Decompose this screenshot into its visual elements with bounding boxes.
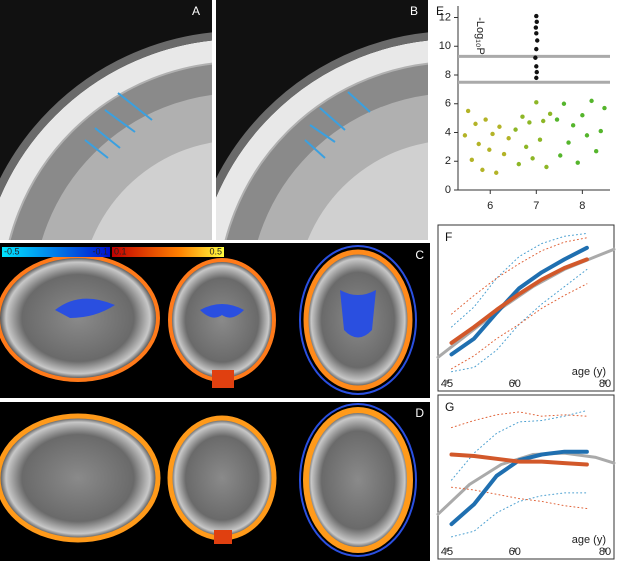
point (530, 156, 535, 161)
point (575, 160, 580, 165)
point (533, 25, 539, 30)
point (544, 164, 549, 170)
point (483, 117, 488, 122)
point (541, 118, 546, 124)
point (534, 19, 539, 25)
colorbar-label: -0.5 (4, 246, 20, 256)
point (558, 153, 563, 158)
point (506, 136, 511, 141)
point (566, 140, 571, 145)
series-line (451, 232, 588, 328)
panel-label: E (436, 4, 444, 18)
y-axis-label: -Log₁₀P (474, 17, 486, 55)
point (527, 120, 532, 125)
panel-b-image (216, 0, 428, 240)
point (533, 55, 538, 60)
y-tick-label: 12 (439, 11, 451, 23)
point (598, 128, 603, 134)
y-tick-label: 8 (445, 69, 451, 81)
point (535, 38, 540, 43)
point (462, 133, 468, 138)
point (494, 170, 499, 175)
panel-label: F (445, 230, 452, 244)
point (593, 148, 599, 154)
point (554, 117, 560, 122)
series-line (451, 283, 588, 370)
series-line (436, 451, 616, 516)
point (534, 13, 539, 19)
x-axis-label: age (y) (572, 366, 606, 378)
x-tick-label: 7 (533, 200, 539, 212)
colorbar-negative (2, 247, 110, 257)
colorbar-label: 0.5 (209, 246, 222, 256)
series-line (451, 492, 588, 538)
point (501, 151, 507, 157)
colorbar-label: -0.1 (92, 246, 108, 256)
panel-c-image (0, 243, 430, 398)
point (547, 111, 553, 117)
point (473, 121, 478, 127)
x-tick-label: 80 (599, 546, 611, 558)
series-line (451, 268, 588, 373)
point (469, 157, 475, 163)
point (534, 64, 539, 69)
panel-a-image (0, 0, 212, 240)
panel-label: A (192, 4, 200, 18)
colorbar-positive (112, 247, 224, 257)
series-line (451, 411, 588, 429)
y-tick-label: 4 (445, 126, 451, 138)
y-tick-label: 6 (445, 98, 451, 110)
point (534, 31, 539, 36)
point (534, 69, 539, 75)
series-line (451, 237, 588, 315)
y-tick-label: 2 (445, 155, 451, 167)
series-line (449, 257, 589, 345)
point (537, 137, 543, 142)
point (589, 98, 594, 104)
point (465, 108, 471, 114)
series-line (449, 245, 589, 357)
panel-label: D (415, 406, 424, 420)
panel-label: G (445, 400, 454, 414)
x-tick-label: 60 (509, 378, 521, 390)
point (584, 133, 590, 138)
panel-d-image (0, 402, 430, 561)
point (602, 105, 607, 111)
point (487, 147, 492, 152)
point (534, 100, 539, 105)
x-tick-label: 8 (579, 200, 585, 212)
point (480, 167, 485, 173)
point (580, 113, 585, 118)
point (534, 46, 539, 52)
point (534, 75, 539, 81)
series-line (451, 410, 588, 481)
series-line (449, 452, 589, 467)
x-tick-label: 6 (487, 200, 493, 212)
series-line (451, 486, 588, 509)
y-tick-label: 10 (439, 40, 451, 52)
x-tick-label: 45 (441, 546, 453, 558)
panel-label: B (410, 4, 418, 18)
panel-frame (437, 394, 615, 560)
x-tick-label: 60 (509, 546, 521, 558)
point (570, 123, 576, 128)
panel-label: C (415, 248, 424, 262)
point (523, 144, 529, 150)
x-tick-label: 80 (599, 378, 611, 390)
x-tick-label: 45 (441, 378, 453, 390)
point (516, 161, 521, 167)
point (497, 124, 502, 129)
point (513, 127, 518, 132)
point (490, 131, 495, 137)
point (476, 141, 481, 147)
y-tick-label: 0 (445, 184, 451, 196)
point (520, 114, 525, 119)
x-axis-label: age (y) (572, 534, 606, 546)
colorbar-label: 0.1 (114, 246, 127, 256)
point (561, 101, 567, 106)
panel-frame (437, 224, 615, 392)
